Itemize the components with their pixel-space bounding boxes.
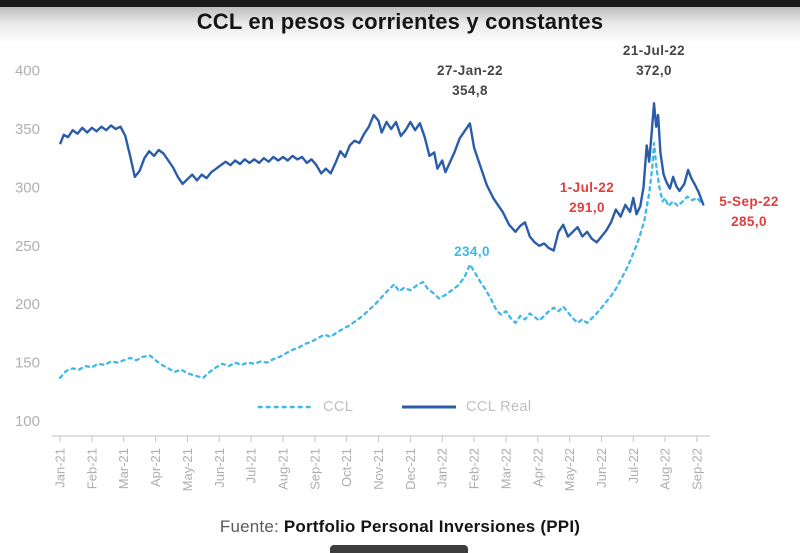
annotation-sep-last: 5-Sep-22 285,0 [719,192,778,232]
annotation-value: 354,8 [452,83,488,98]
x-tick-label: Feb-22 [467,448,482,489]
chart-legend: CCL CCL Real [0,395,800,419]
x-tick-label: May-22 [562,448,577,491]
x-tick-label: Aug-21 [276,448,291,490]
legend-item-ccl-real: CCL Real [400,395,532,419]
annotation-date: 21-Jul-22 [622,43,686,58]
x-tick-label: Jan-22 [435,448,450,488]
x-tick-label: May-21 [180,448,195,491]
x-tick-label: Jul-21 [244,448,259,483]
y-tick-label: 400 [15,63,40,80]
legend-label-ccl-real: CCL Real [466,399,532,415]
x-tick-label: Oct-21 [339,448,354,487]
source-prefix: Fuente: [219,517,284,536]
y-tick-label: 200 [15,296,40,313]
ccl-line [58,141,705,379]
annotation-value: 285,0 [731,214,767,229]
ccl-real-solid-swatch-icon [402,405,456,409]
x-tick-label: Apr-21 [148,448,163,487]
ccl-real-line [58,102,705,252]
annotation-date: 1-Jul-22 [559,180,615,195]
annotation-date: 5-Sep-22 [719,194,779,209]
y-tick-label: 100 [15,413,40,430]
x-tick-label: Sep-21 [307,448,322,490]
y-tick-label: 250 [15,238,40,255]
x-tick-label: Dec-21 [403,448,418,490]
x-tick-label: Jun-22 [594,448,609,488]
source-name: Portfolio Personal Inversiones (PPI) [283,517,581,536]
top-edge-gradient [0,7,800,43]
x-tick-label: Jan-21 [53,448,68,488]
annotation-jul-peak: 21-Jul-22 372,0 [623,41,685,81]
y-tick-label: 350 [15,121,40,138]
x-tick-label: Jul-22 [626,448,641,483]
bottom-handle-bar [330,545,468,553]
x-tick-label: Aug-22 [658,448,673,490]
annotation-value: 234,0 [454,244,490,259]
annotation-value: 372,0 [636,63,672,78]
chart-title: CCL en pesos corrientes y constantes [196,9,604,34]
legend-label-ccl: CCL [323,399,354,415]
source-caption: Fuente: Portfolio Personal Inversiones (… [0,517,800,537]
x-tick-label: Mar-22 [498,448,513,489]
annotation-jul-start: 1-Jul-22 291,0 [560,178,614,218]
window-top-bar [0,0,800,7]
y-tick-label: 150 [15,355,40,372]
annotation-jan-peak: 27-Jan-22 354,8 [437,61,503,101]
x-tick-label: Apr-22 [530,448,545,487]
legend-item-ccl: CCL [257,395,353,419]
ccl-dashed-swatch-icon [257,405,315,409]
x-tick-label: Mar-21 [116,448,131,489]
annotation-ccl-peak: 234,0 [454,242,490,262]
y-tick-label: 300 [15,179,40,196]
x-tick-label: Jun-21 [212,448,227,488]
x-tick-label: Sep-22 [690,448,705,490]
annotation-date: 27-Jan-22 [437,63,503,78]
x-tick-label: Nov-21 [371,448,386,490]
x-tick-label: Feb-21 [84,448,99,489]
annotation-value: 291,0 [569,200,605,215]
